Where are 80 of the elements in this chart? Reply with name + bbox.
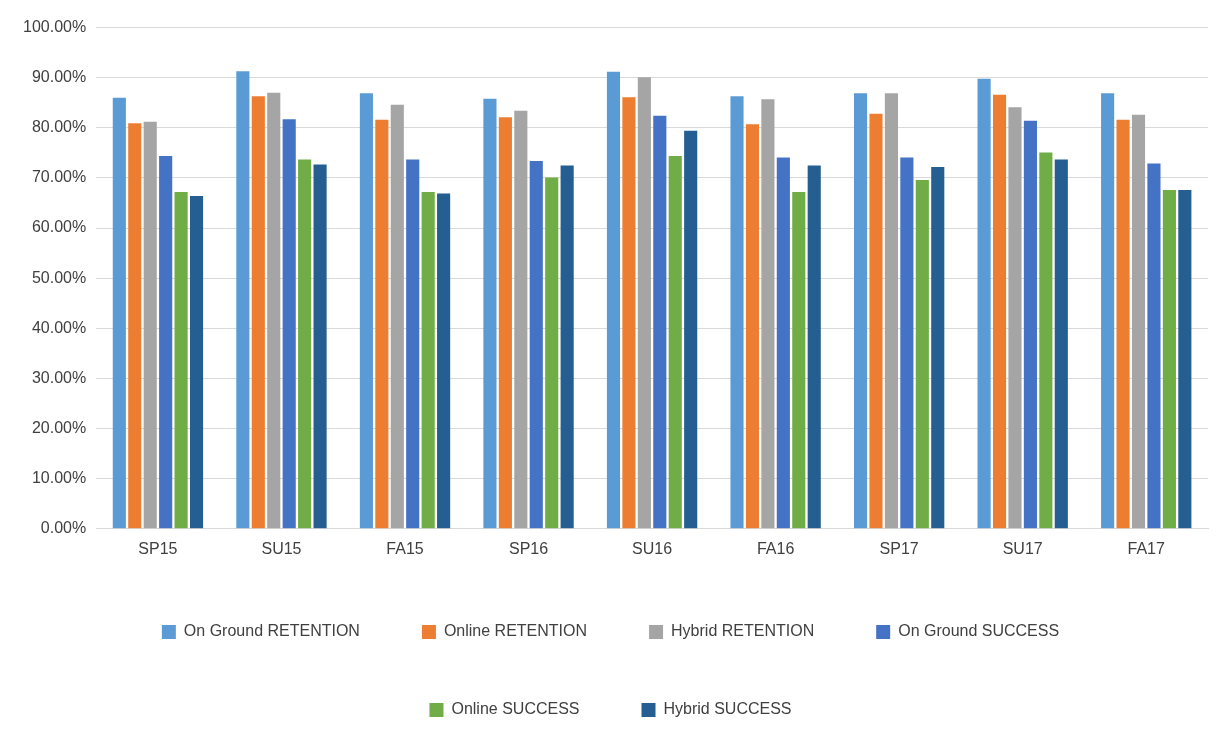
bar xyxy=(143,121,157,529)
x-tick-label: SP15 xyxy=(138,539,178,557)
bar xyxy=(1162,189,1176,529)
bar xyxy=(437,193,451,529)
bar xyxy=(359,93,373,529)
y-tick-label: 70.00% xyxy=(31,168,87,186)
bar xyxy=(1054,159,1068,529)
bar xyxy=(1178,189,1192,529)
y-tick-label: 100.00% xyxy=(22,18,87,36)
bar xyxy=(236,71,250,529)
bar xyxy=(1147,163,1161,529)
legend-label: On Ground RETENTION xyxy=(183,622,360,640)
bar xyxy=(545,177,559,529)
legend-label: Online SUCCESS xyxy=(451,700,580,718)
bar xyxy=(730,96,744,529)
bar xyxy=(1008,107,1022,529)
legend-label: Hybrid SUCCESS xyxy=(663,700,792,718)
bar xyxy=(514,110,528,529)
bar xyxy=(251,96,265,529)
y-tick-label: 60.00% xyxy=(31,218,87,236)
bar xyxy=(869,113,883,529)
x-tick-label: FA15 xyxy=(386,539,424,557)
x-tick-label: FA16 xyxy=(756,539,795,557)
legend-label: Hybrid RETENTION xyxy=(671,622,815,640)
y-tick-label: 90.00% xyxy=(31,68,87,86)
y-tick-label: 50.00% xyxy=(31,268,87,286)
bar xyxy=(189,196,204,529)
bar xyxy=(915,179,929,529)
bar xyxy=(560,165,574,529)
bar xyxy=(853,93,868,529)
x-tick-label: FA17 xyxy=(1127,539,1166,557)
x-tick-label: SP16 xyxy=(508,539,549,557)
y-tick-label: 80.00% xyxy=(31,118,87,136)
bar xyxy=(375,119,389,529)
bar xyxy=(313,164,327,529)
x-tick-label: SU16 xyxy=(632,539,673,557)
x-tick-label: SP17 xyxy=(879,539,919,557)
bar xyxy=(1039,152,1053,529)
bar xyxy=(684,130,698,529)
bar xyxy=(931,166,945,529)
bar xyxy=(1116,119,1130,529)
bar xyxy=(977,78,991,529)
bar xyxy=(776,157,790,529)
bar xyxy=(900,157,914,529)
bar xyxy=(282,119,296,529)
bar xyxy=(390,104,404,529)
bar xyxy=(653,115,667,529)
bar xyxy=(884,93,898,529)
bar xyxy=(1023,120,1037,529)
bar xyxy=(668,155,682,529)
x-tick-label: SU17 xyxy=(1002,539,1043,557)
y-tick-label: 10.00% xyxy=(31,469,87,487)
y-tick-label: 30.00% xyxy=(31,368,87,386)
bar xyxy=(1101,93,1115,529)
bar xyxy=(529,160,543,529)
bar xyxy=(792,191,806,529)
bar xyxy=(498,117,512,529)
bar xyxy=(992,94,1007,529)
bar xyxy=(159,155,173,529)
bar xyxy=(637,77,651,529)
bar xyxy=(421,191,435,529)
bar xyxy=(745,124,760,529)
bar xyxy=(483,98,497,529)
bar xyxy=(174,191,188,529)
bar xyxy=(128,123,142,529)
y-tick-label: 20.00% xyxy=(31,418,87,436)
legend-label: On Ground SUCCESS xyxy=(898,622,1060,640)
bar xyxy=(622,97,636,529)
bar xyxy=(807,165,821,529)
legend-label: Online RETENTION xyxy=(443,622,588,640)
bar xyxy=(761,99,775,529)
bar xyxy=(606,71,621,529)
y-tick-label: 0.00% xyxy=(40,519,87,537)
bar xyxy=(267,92,281,529)
x-tick-label: SU15 xyxy=(261,539,302,557)
y-tick-label: 40.00% xyxy=(31,318,87,336)
bar xyxy=(298,159,312,529)
bar xyxy=(406,159,420,529)
bar xyxy=(1131,114,1146,529)
bar xyxy=(112,97,126,529)
